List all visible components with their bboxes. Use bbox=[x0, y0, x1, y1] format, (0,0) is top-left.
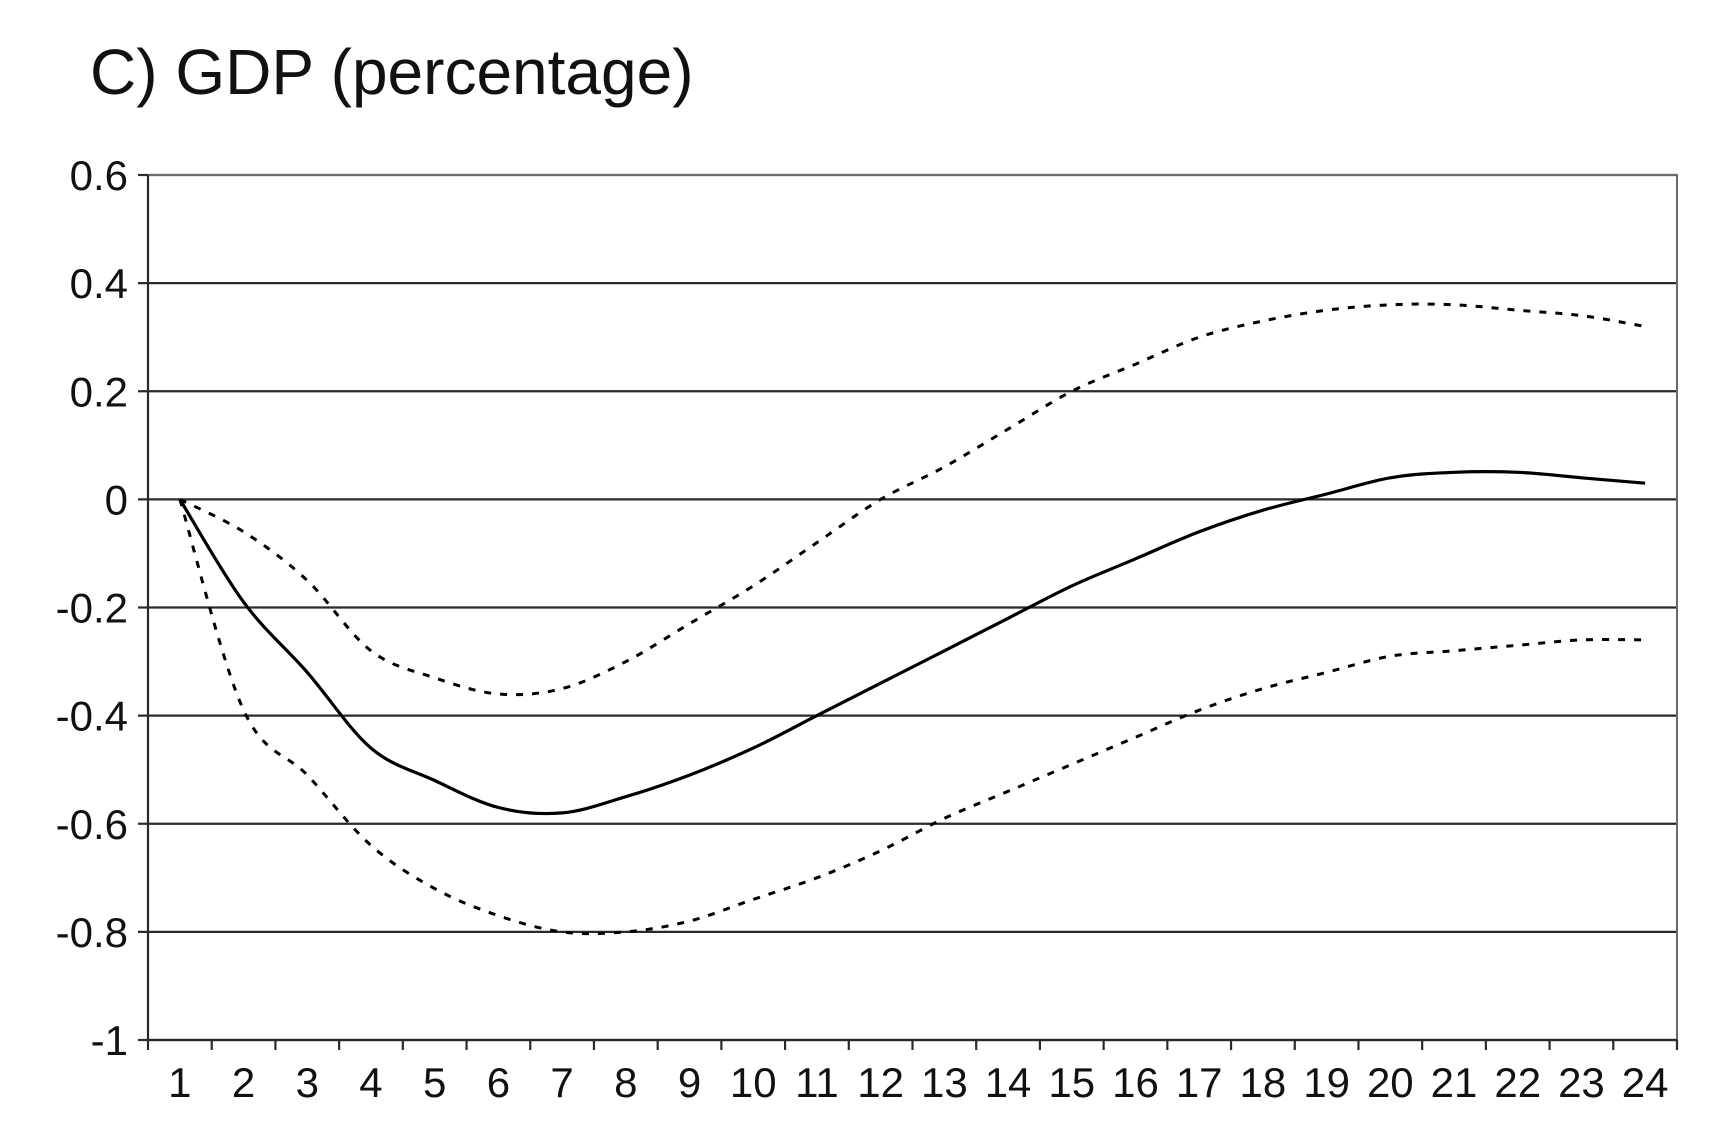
x-tick-label: 11 bbox=[795, 1059, 839, 1106]
x-tick-label: 10 bbox=[730, 1059, 777, 1106]
x-tick-label: 3 bbox=[296, 1059, 319, 1106]
x-tick-label: 16 bbox=[1112, 1059, 1159, 1106]
x-tick-label: 8 bbox=[614, 1059, 637, 1106]
y-tick-label: 0.6 bbox=[70, 152, 128, 199]
x-tick-label: 1 bbox=[168, 1059, 191, 1106]
x-tick-label: 15 bbox=[1048, 1059, 1095, 1106]
x-tick-label: 23 bbox=[1558, 1059, 1605, 1106]
x-tick-label: 12 bbox=[857, 1059, 904, 1106]
y-tick-label: 0 bbox=[105, 476, 128, 523]
x-tick-label: 2 bbox=[232, 1059, 255, 1106]
x-tick-label: 7 bbox=[550, 1059, 573, 1106]
tick-labels: 0.60.40.20-0.2-0.4-0.6-0.8-11 2 3 4 5 6 7 8 9 10 1… bbox=[56, 152, 1669, 1106]
y-tick-label: 0.4 bbox=[70, 260, 128, 307]
y-tick-label: -1 bbox=[91, 1017, 128, 1064]
y-tick-label: 0.2 bbox=[70, 368, 128, 415]
x-tick-label: 18 bbox=[1240, 1059, 1287, 1106]
series-line-estimate bbox=[178, 470, 1646, 816]
x-tick-label: 5 bbox=[423, 1059, 446, 1106]
axes bbox=[138, 173, 1679, 1050]
y-tick-label: -0.6 bbox=[56, 801, 128, 848]
x-tick-label: 19 bbox=[1303, 1059, 1350, 1106]
x-tick-label: 21 bbox=[1431, 1059, 1478, 1106]
x-tick-label: 17 bbox=[1176, 1059, 1223, 1106]
series-lines bbox=[178, 302, 1646, 936]
chart-title: C) GDP (percentage) bbox=[90, 36, 694, 108]
x-tick-label: 9 bbox=[678, 1059, 701, 1106]
series-line-band-1 bbox=[179, 302, 1646, 697]
x-tick-label: 6 bbox=[487, 1059, 510, 1106]
x-tick-label: 14 bbox=[985, 1059, 1032, 1106]
y-tick-label: -0.8 bbox=[56, 909, 128, 956]
y-tick-label: -0.2 bbox=[56, 585, 128, 632]
x-tick-label: 4 bbox=[359, 1059, 382, 1106]
x-tick-label: 22 bbox=[1494, 1059, 1541, 1106]
series-line-band-2 bbox=[178, 498, 1646, 936]
x-tick-label: 20 bbox=[1367, 1059, 1414, 1106]
y-tick-label: -0.4 bbox=[56, 693, 128, 740]
x-tick-label: 24 bbox=[1622, 1059, 1669, 1106]
x-tick-label: 13 bbox=[921, 1059, 968, 1106]
